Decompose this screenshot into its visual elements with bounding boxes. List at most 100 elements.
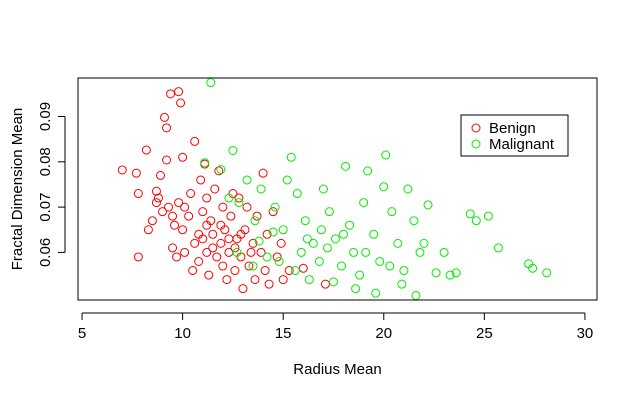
malignant-point (528, 263, 538, 273)
benign-point (160, 112, 169, 122)
malignant-point (274, 256, 284, 266)
malignant-point (228, 145, 238, 155)
malignant-point (375, 256, 385, 266)
malignant-point (371, 288, 381, 298)
benign-point (133, 189, 143, 199)
malignant-point (451, 268, 461, 278)
malignant-point (216, 165, 226, 175)
malignant-point (439, 247, 449, 257)
benign-point (166, 89, 176, 99)
benign-point (260, 266, 270, 276)
benign-point (162, 155, 172, 165)
malignant-point (431, 268, 441, 278)
benign-point (230, 266, 240, 276)
benign-point (246, 247, 256, 257)
malignant-point (314, 256, 324, 266)
malignant-point (361, 247, 371, 257)
y-axis: 0.06 0.07 0.08 0.09 (37, 102, 66, 267)
benign-point (196, 175, 206, 185)
malignant-point (300, 216, 310, 226)
malignant-point (355, 270, 365, 280)
malignant-point (308, 238, 318, 248)
x-tick-label: 30 (577, 325, 594, 342)
malignant-point (465, 209, 475, 219)
malignant-point (351, 284, 361, 294)
malignant-point (232, 247, 242, 257)
benign-point (202, 247, 212, 257)
benign-point (202, 220, 212, 230)
benign-point (162, 123, 172, 133)
malignant-point (330, 234, 340, 244)
benign-point (226, 211, 236, 221)
y-tick-label: 0.06 (37, 238, 54, 267)
benign-point (250, 275, 260, 285)
benign-point (252, 211, 262, 221)
malignant-point (322, 243, 332, 253)
benign-point (170, 220, 180, 230)
malignant-point (328, 277, 338, 287)
legend: Benign Malignant (460, 114, 569, 157)
benign-point (178, 152, 188, 162)
malignant-point (290, 266, 300, 276)
malignant-point (339, 229, 349, 239)
malignant-point (385, 261, 395, 271)
malignant-point (341, 161, 351, 171)
benign-point (320, 279, 330, 289)
malignant-point (379, 182, 389, 192)
malignant-point (282, 175, 292, 185)
benign-point (184, 211, 194, 221)
x-tick-label: 20 (375, 325, 392, 342)
benign-point (264, 279, 274, 289)
legend-marker-benign (471, 123, 481, 133)
benign-point (174, 87, 184, 97)
benign-point (157, 207, 167, 217)
malignant-point (248, 261, 258, 271)
malignant-point (415, 247, 425, 257)
malignant-point (369, 229, 379, 239)
malignant-point (242, 175, 252, 185)
x-tick-label: 25 (476, 325, 493, 342)
benign-point (208, 229, 218, 239)
malignant-point (399, 266, 409, 276)
legend-label-malignant: Malignant (489, 136, 555, 153)
benign-point (147, 216, 157, 226)
malignant-point (345, 220, 355, 230)
malignant-point (445, 270, 455, 280)
malignant-point (256, 184, 266, 194)
data-points-layer (117, 78, 552, 300)
benign-point (256, 247, 266, 257)
benign-point (151, 186, 161, 196)
x-tick-label: 10 (174, 325, 191, 342)
benign-point (284, 266, 294, 276)
malignant-point (423, 200, 433, 210)
benign-point (198, 207, 208, 217)
malignant-point (268, 227, 278, 237)
benign-point (178, 225, 188, 235)
malignant-point (411, 290, 421, 300)
x-axis-title: Radius Mean (293, 361, 381, 378)
benign-point (272, 252, 282, 262)
benign-point (216, 238, 226, 248)
benign-point (194, 256, 204, 266)
malignant-point (403, 184, 413, 194)
malignant-point (292, 189, 302, 199)
benign-point (210, 184, 220, 194)
legend-box (460, 114, 569, 157)
malignant-point (542, 268, 552, 278)
benign-point (172, 252, 182, 262)
x-tick-label: 15 (275, 325, 292, 342)
x-tick-label: 5 (78, 325, 86, 342)
benign-point (153, 193, 163, 203)
benign-point (208, 243, 218, 253)
benign-point (180, 247, 190, 257)
y-axis-title: Fractal Dimension Mean (9, 108, 26, 271)
benign-point (234, 193, 244, 203)
malignant-point (337, 261, 347, 271)
y-tick-label: 0.07 (37, 193, 54, 222)
malignant-point (234, 198, 244, 208)
malignant-point (254, 236, 264, 246)
benign-point (212, 252, 222, 262)
benign-point (180, 202, 190, 212)
malignant-point (483, 211, 493, 221)
malignant-point (363, 166, 373, 176)
